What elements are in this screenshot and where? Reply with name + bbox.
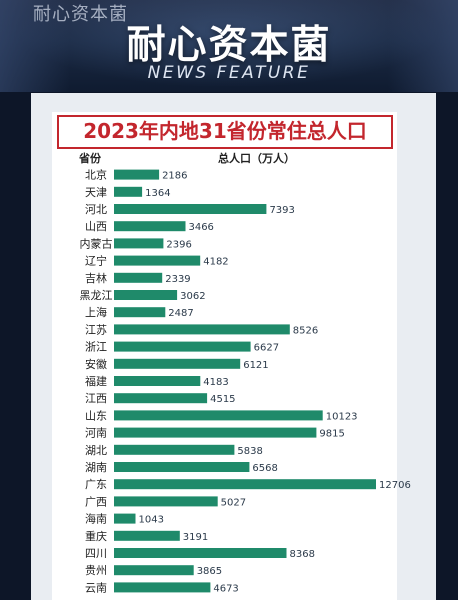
chart-title: 2023年内地31省份常住总人口 [83,119,367,143]
value-label: 7393 [269,205,294,216]
bar [114,410,323,421]
category-label: 上海 [85,305,107,319]
value-label: 4183 [203,377,228,388]
value-label: 8368 [290,549,315,560]
header-banner: 耐心资本菌 耐心资本菌 NEWS FEATURE [0,0,458,92]
category-label: 山西 [85,220,107,233]
category-label: 广东 [85,478,107,491]
category-label: 黑龙江 [80,289,113,302]
value-label: 3466 [188,222,213,233]
value-label: 5838 [237,446,262,457]
value-label: 6121 [243,360,268,371]
brand-title: 耐心资本菌 [126,23,332,68]
category-label: 安徽 [85,357,107,371]
value-label: 1043 [139,515,164,526]
category-label: 湖南 [85,461,107,474]
value-label: 8526 [293,325,318,336]
value-label: 3191 [183,532,208,543]
value-label: 10123 [326,411,358,422]
value-label: 3865 [197,566,222,577]
category-label: 江西 [85,392,107,405]
category-label: 山东 [85,409,107,422]
bar [114,221,186,232]
bar [114,255,201,266]
chart-title-box [57,115,393,149]
category-label: 吉林 [85,271,107,285]
value-label: 4182 [203,257,228,268]
value-label: 4515 [210,394,235,405]
category-label: 海南 [85,512,107,526]
bar [114,462,250,472]
category-label: 福建 [85,374,107,388]
category-label: 江苏 [85,323,107,336]
category-label: 北京 [85,168,107,182]
category-label: 内蒙古 [80,236,113,250]
category-label: 湖北 [85,444,107,457]
category-label: 云南 [85,581,107,594]
bar [114,582,211,593]
category-label: 天津 [85,186,107,199]
value-label: 2186 [162,171,187,182]
news-feature-subtitle: NEWS FEATURE [147,63,311,83]
value-label: 2339 [165,274,190,285]
province-column-header: 省份 [79,152,101,165]
category-label: 贵州 [85,564,107,577]
bar [114,169,160,180]
bar [114,238,164,249]
category-label: 四川 [85,547,107,560]
bar [114,186,143,197]
value-label: 6568 [252,463,277,474]
bar [114,204,267,214]
value-label: 5027 [221,497,246,508]
value-label: 4673 [213,583,238,594]
bar [114,272,163,283]
chart-card [52,112,397,600]
bar [114,496,218,507]
value-label: 1364 [145,188,170,199]
category-label: 河南 [85,427,107,440]
category-label: 广西 [85,495,107,508]
category-label: 浙江 [85,341,107,354]
bar [114,393,208,404]
value-label: 12706 [379,480,411,491]
bar [114,290,178,300]
category-label: 辽宁 [85,254,107,268]
bar [114,479,376,490]
bar [114,444,235,455]
bar [114,548,287,558]
bar [114,513,136,524]
bar [114,324,290,335]
value-label: 2396 [166,239,191,250]
population-column-header: 总人口（万人） [218,152,295,165]
value-label: 9815 [319,429,344,440]
value-label: 2487 [168,308,193,319]
value-label: 3062 [180,291,205,302]
bar [114,565,194,576]
value-label: 6627 [254,343,279,354]
bar [114,307,166,318]
bar [114,427,317,438]
bar [114,376,201,386]
bar [114,358,241,369]
category-label: 重庆 [85,529,107,543]
bar [114,530,180,541]
watermark: 耐心资本菌 [33,4,128,25]
bar [114,341,251,352]
header-decor-left [0,0,70,92]
category-label: 河北 [85,203,107,216]
